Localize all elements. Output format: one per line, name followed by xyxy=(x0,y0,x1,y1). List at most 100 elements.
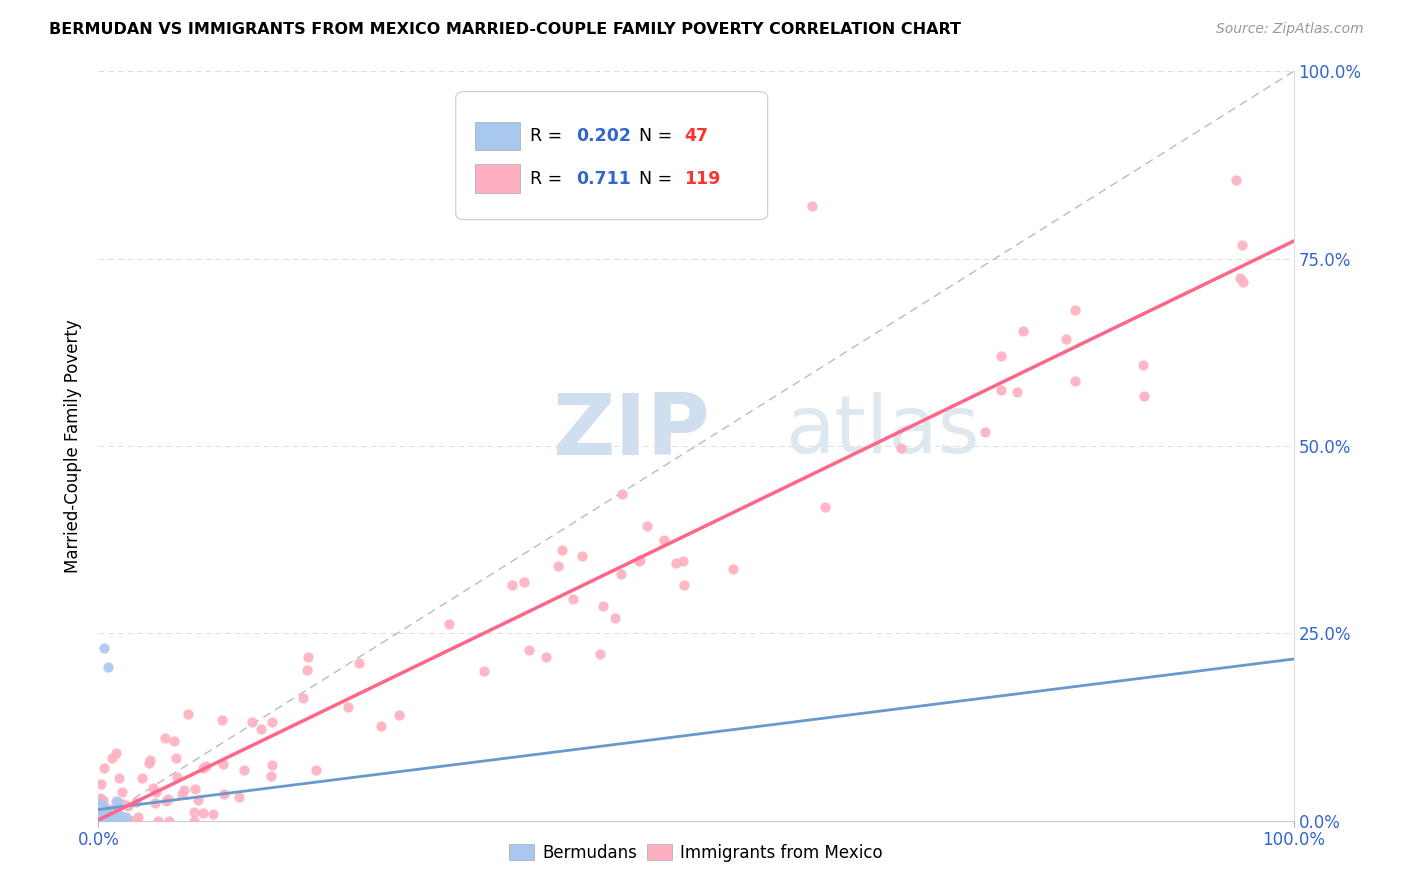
Point xyxy=(610,567,633,582)
Point xyxy=(1132,358,1154,372)
Point xyxy=(104,806,127,821)
Point xyxy=(517,643,540,657)
Text: 47: 47 xyxy=(685,127,709,145)
Point xyxy=(111,785,134,799)
Point xyxy=(105,746,128,760)
FancyBboxPatch shape xyxy=(475,164,520,193)
Point xyxy=(501,577,523,591)
Text: N =: N = xyxy=(638,169,678,187)
Point xyxy=(89,809,111,823)
Point xyxy=(111,814,134,828)
Point xyxy=(191,761,214,775)
Text: Source: ZipAtlas.com: Source: ZipAtlas.com xyxy=(1216,22,1364,37)
Text: BERMUDAN VS IMMIGRANTS FROM MEXICO MARRIED-COUPLE FAMILY POVERTY CORRELATION CHA: BERMUDAN VS IMMIGRANTS FROM MEXICO MARRI… xyxy=(49,22,962,37)
Point xyxy=(97,810,120,824)
Point xyxy=(153,731,176,745)
Point xyxy=(100,811,122,825)
Point xyxy=(305,763,328,777)
Point xyxy=(98,809,121,823)
Point xyxy=(672,554,695,568)
Point xyxy=(592,599,614,613)
Point xyxy=(97,660,120,674)
Point xyxy=(177,706,200,721)
Point xyxy=(89,790,111,805)
Point xyxy=(90,810,112,824)
Point xyxy=(107,795,129,809)
Point xyxy=(91,810,114,824)
Point xyxy=(120,814,142,828)
Point xyxy=(562,592,585,607)
Point xyxy=(90,810,112,824)
Point xyxy=(1225,173,1247,187)
Point xyxy=(89,797,111,811)
Point xyxy=(347,656,370,670)
Point xyxy=(110,814,132,828)
Point xyxy=(551,543,574,558)
Point xyxy=(260,714,283,729)
Point xyxy=(183,814,205,828)
Point xyxy=(297,650,319,665)
Point xyxy=(100,814,122,828)
Point xyxy=(723,562,745,576)
Point xyxy=(628,554,651,568)
Point xyxy=(93,802,115,816)
Point xyxy=(173,782,195,797)
Point xyxy=(93,799,115,814)
Point xyxy=(636,518,658,533)
Point xyxy=(163,734,186,748)
FancyBboxPatch shape xyxy=(456,92,768,219)
Point xyxy=(547,559,569,574)
Point xyxy=(131,771,153,785)
Point xyxy=(211,713,233,727)
Text: 0.202: 0.202 xyxy=(576,127,631,145)
Point xyxy=(890,441,912,455)
Point xyxy=(589,647,612,661)
Point xyxy=(94,814,117,828)
Point xyxy=(534,649,557,664)
Point xyxy=(117,798,139,813)
Point xyxy=(110,814,132,828)
Point xyxy=(105,810,128,824)
Point xyxy=(260,769,283,783)
Point xyxy=(474,664,496,678)
Point xyxy=(90,795,112,809)
Point xyxy=(89,809,111,823)
Point xyxy=(194,759,217,773)
Point xyxy=(262,757,284,772)
Point xyxy=(291,690,314,705)
Point xyxy=(97,814,120,828)
Point xyxy=(97,811,120,825)
Point xyxy=(191,805,214,820)
Y-axis label: Married-Couple Family Poverty: Married-Couple Family Poverty xyxy=(65,319,83,573)
Point xyxy=(138,753,160,767)
Point xyxy=(91,810,114,824)
Point xyxy=(89,814,111,828)
Point xyxy=(93,813,115,827)
Point xyxy=(90,805,112,820)
Point xyxy=(90,810,112,824)
Point xyxy=(93,761,115,775)
Point xyxy=(93,641,115,656)
Point xyxy=(91,810,114,824)
Point xyxy=(1005,384,1028,399)
Point xyxy=(388,707,411,722)
Point xyxy=(108,771,131,785)
Point xyxy=(94,814,117,828)
Point xyxy=(143,796,166,810)
Point xyxy=(142,780,165,795)
Point xyxy=(145,785,167,799)
Point xyxy=(104,793,127,807)
Point xyxy=(96,804,118,818)
Point xyxy=(146,814,169,828)
Point xyxy=(439,616,461,631)
Point xyxy=(603,611,626,625)
Point xyxy=(122,814,145,828)
Point xyxy=(212,756,235,771)
Point xyxy=(1012,324,1035,338)
Point xyxy=(90,813,112,827)
Text: R =: R = xyxy=(530,127,568,145)
Text: 119: 119 xyxy=(685,169,720,187)
Point xyxy=(90,812,112,826)
Point xyxy=(1229,271,1251,285)
Point xyxy=(612,487,634,501)
